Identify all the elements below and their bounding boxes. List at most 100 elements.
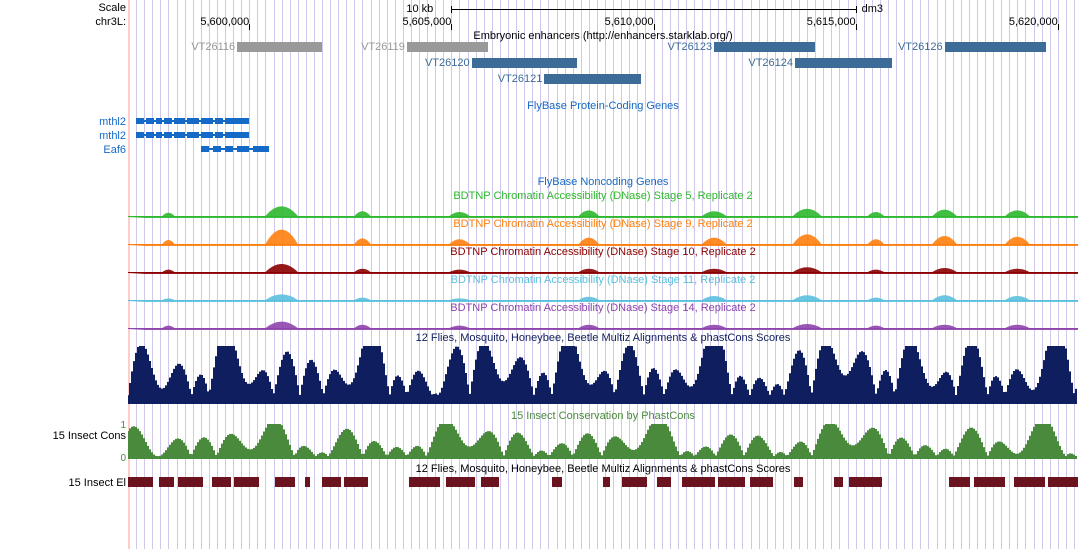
gene-exon[interactable]: [201, 132, 213, 138]
axis-tick-1: 1: [120, 420, 126, 431]
gene-exon[interactable]: [213, 146, 221, 152]
coord-label: 5,605,000: [402, 16, 451, 28]
enhancer-segment[interactable]: [714, 42, 815, 52]
insect-el-element[interactable]: [178, 477, 203, 487]
insect-el-element[interactable]: [481, 477, 499, 487]
enhancer-label: VT26116: [191, 41, 235, 53]
enhancer-segment[interactable]: [945, 42, 1046, 52]
insect-el-element[interactable]: [657, 477, 671, 487]
insect-el-element[interactable]: [1048, 477, 1078, 487]
gene-left-label: mthl2: [99, 130, 126, 142]
coordinate-row: 5,600,000 5,605,000 5,610,000 5,615,000 5,62…: [128, 14, 1078, 30]
insect-el-element[interactable]: [682, 477, 715, 487]
insect-el-element[interactable]: [234, 477, 259, 487]
enhancer-segment[interactable]: [407, 42, 488, 52]
enhancer-label: VT26120: [425, 57, 470, 69]
coord-label: 5,615,000: [807, 16, 856, 28]
pc-genes-track: [128, 116, 1078, 164]
gene-exon[interactable]: [164, 132, 172, 138]
scale-label: Scale: [98, 2, 126, 14]
dnase-baseline: [128, 216, 1078, 217]
insect-el-element[interactable]: [305, 477, 310, 487]
insect-el-element[interactable]: [344, 477, 368, 487]
gene-exon[interactable]: [187, 118, 199, 124]
dnase-baseline: [128, 272, 1078, 273]
insect15-track: 15 Insect Conservation by PhastCons: [128, 410, 1078, 459]
dnase-baseline: [128, 244, 1078, 245]
gene-exon[interactable]: [146, 132, 154, 138]
insect-el-element[interactable]: [834, 477, 843, 487]
enhancer-segment[interactable]: [237, 42, 322, 52]
insect-el-element[interactable]: [794, 477, 803, 487]
dnase-row: BDTNP Chromatin Accessibility (DNase) St…: [128, 190, 1078, 218]
gene-exon[interactable]: [136, 132, 144, 138]
insect-el-element[interactable]: [750, 477, 773, 487]
coord-label: 5,610,000: [605, 16, 654, 28]
insect-el-left-label: 15 Insect El: [69, 477, 126, 489]
gene-exon[interactable]: [156, 132, 162, 138]
insect-el-element[interactable]: [1014, 477, 1045, 487]
insect-el-element[interactable]: [718, 477, 745, 487]
gene-exon[interactable]: [146, 118, 154, 124]
gene-exon[interactable]: [253, 146, 269, 152]
gene-left-label: Eaf6: [103, 144, 126, 156]
gene-exon[interactable]: [174, 118, 184, 124]
insect15-left-label: 15 Insect Cons: [53, 430, 126, 442]
insect-el-element[interactable]: [212, 477, 231, 487]
enhancer-track: VT26116 VT26119 VT26120 VT26121 VT26123 VT261…: [128, 42, 1078, 92]
coord-label: 5,620,000: [1009, 16, 1058, 28]
enhancer-label: VT26126: [898, 41, 943, 53]
gene-exon[interactable]: [225, 118, 249, 124]
gene-exon[interactable]: [156, 118, 162, 124]
gene-exon[interactable]: [215, 118, 223, 124]
dnase-baseline: [128, 300, 1078, 301]
gene-exon[interactable]: [164, 118, 172, 124]
insect-el-element[interactable]: [603, 477, 610, 487]
dnase-row: BDTNP Chromatin Accessibility (DNase) St…: [128, 218, 1078, 246]
gene-exon[interactable]: [187, 132, 199, 138]
enhancer-segment[interactable]: [472, 58, 577, 68]
gene-exon[interactable]: [225, 132, 249, 138]
enhancer-label: VT26119: [361, 41, 405, 53]
enhancer-segment[interactable]: [795, 58, 892, 68]
gene-exon[interactable]: [201, 118, 213, 124]
insect-el-element[interactable]: [159, 477, 174, 487]
dnase-row: BDTNP Chromatin Accessibility (DNase) St…: [128, 246, 1078, 274]
enhancer-label: VT26123: [668, 41, 713, 53]
scale-tick: [856, 6, 857, 13]
gene-left-label: mthl2: [99, 116, 126, 128]
scale-tick: [451, 6, 452, 13]
insect-el-element[interactable]: [322, 477, 341, 487]
insect-el-element[interactable]: [446, 477, 475, 487]
gene-exon[interactable]: [225, 146, 233, 152]
left-column: Scale chr3L: mthl2mthl2Eaf615 Insect Con…: [0, 0, 128, 549]
gene-exon[interactable]: [201, 146, 209, 152]
dnase-row: BDTNP Chromatin Accessibility (DNase) St…: [128, 302, 1078, 330]
insect-el-row: [128, 477, 1078, 487]
insect-el-element[interactable]: [622, 477, 647, 487]
enhancer-label: VT26121: [498, 73, 543, 85]
insect-el-element[interactable]: [974, 477, 1005, 487]
enhancer-label: VT26124: [748, 57, 793, 69]
insect-el-element[interactable]: [409, 477, 440, 487]
enhancer-segment[interactable]: [544, 74, 641, 84]
insect-el-element[interactable]: [849, 477, 882, 487]
phastcons12-track: 12 Flies, Mosquito, Honeybee, Beetle Mul…: [128, 332, 1078, 404]
insect-el-element[interactable]: [552, 477, 562, 487]
coord-label: 5,600,000: [200, 16, 249, 28]
dnase-baseline: [128, 328, 1078, 329]
gene-exon[interactable]: [174, 132, 184, 138]
pc-genes-title: FlyBase Protein-Coding Genes: [128, 100, 1078, 112]
insect-el-element[interactable]: [128, 477, 153, 487]
gene-exon[interactable]: [237, 146, 249, 152]
dnase-row: BDTNP Chromatin Accessibility (DNase) St…: [128, 274, 1078, 302]
gene-exon[interactable]: [215, 132, 223, 138]
insect-el-element[interactable]: [275, 477, 295, 487]
phastcons12b-title: 12 Flies, Mosquito, Honeybee, Beetle Mul…: [128, 463, 1078, 475]
gene-exon[interactable]: [136, 118, 144, 124]
browser-main-area: 10 kb dm3 5,600,0005,605,0005,610,0005,6…: [128, 0, 1078, 549]
scale-line: [451, 9, 855, 10]
insect-el-element[interactable]: [949, 477, 970, 487]
nc-genes-title: FlyBase Noncoding Genes: [128, 176, 1078, 188]
axis-tick-0: 0: [120, 453, 126, 464]
